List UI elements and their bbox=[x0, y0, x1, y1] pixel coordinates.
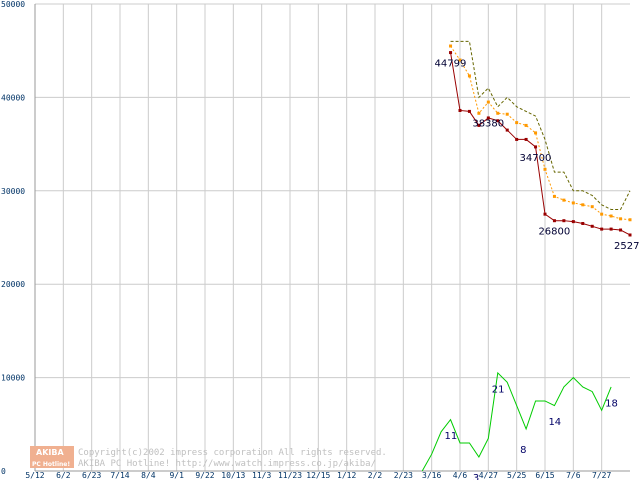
series-point-0 bbox=[609, 227, 613, 231]
series-point-1 bbox=[524, 123, 528, 127]
series-line-3 bbox=[421, 371, 612, 472]
series-point-1 bbox=[609, 214, 613, 218]
x-tick-label: 6/2 bbox=[56, 471, 71, 480]
series-point-0 bbox=[515, 137, 519, 141]
series-point-1 bbox=[590, 205, 594, 209]
x-tick-label: 10/13 bbox=[221, 471, 245, 480]
x-tick-label: 4/27 bbox=[479, 471, 498, 480]
series-point-1 bbox=[467, 74, 471, 78]
logo-top-text: AKIBA bbox=[36, 448, 64, 457]
series-point-0 bbox=[619, 228, 623, 232]
count-label: 14 bbox=[548, 417, 561, 428]
copyright-line-2: AKIBA PC Hotline! http://www.watch.impre… bbox=[78, 459, 376, 469]
series-line-1 bbox=[450, 45, 631, 221]
series-point-0 bbox=[496, 119, 500, 123]
series-point-1 bbox=[619, 217, 623, 221]
series-line-0 bbox=[450, 52, 631, 236]
x-tick-label: 7/6 bbox=[566, 471, 581, 480]
x-tick-label: 12/15 bbox=[306, 471, 330, 480]
series-point-0 bbox=[543, 212, 547, 216]
x-tick-label: 6/15 bbox=[535, 471, 554, 480]
y-tick-labels: 0 10000 20000 30000 40000 50000 bbox=[1, 0, 25, 476]
series-line-2 bbox=[450, 40, 631, 210]
x-tick-label: 6/23 bbox=[82, 471, 101, 480]
series-point-0 bbox=[581, 221, 585, 225]
x-tick-label: 7/14 bbox=[110, 471, 129, 480]
logo-bottom-box bbox=[30, 458, 74, 468]
x-tick-label: 11/23 bbox=[278, 471, 302, 480]
series-point-1 bbox=[449, 44, 453, 48]
price-label: 25270 bbox=[614, 241, 640, 252]
series-point-0 bbox=[449, 51, 453, 55]
x-tick-label: 11/3 bbox=[252, 471, 271, 480]
series-point-0 bbox=[571, 220, 575, 224]
series-point-1 bbox=[543, 167, 547, 171]
series-point-1 bbox=[552, 194, 556, 198]
copyright-watermark: AKIBA PC Hotline! Copyright(c)2002 impre… bbox=[30, 446, 387, 469]
x-tick-label: 9/1 bbox=[169, 471, 184, 480]
price-label: 26800 bbox=[538, 227, 570, 238]
series-point-1 bbox=[534, 131, 538, 135]
logo-top-box bbox=[30, 446, 74, 458]
count-label: 11 bbox=[445, 431, 458, 442]
series-point-1 bbox=[600, 212, 604, 216]
series-point-1 bbox=[496, 111, 500, 115]
x-tick-label: 2/2 bbox=[368, 471, 383, 480]
series-point-1 bbox=[486, 100, 490, 104]
series-point-0 bbox=[458, 108, 462, 112]
price-label: 34700 bbox=[520, 153, 552, 164]
grid-lines bbox=[34, 3, 630, 472]
series-point-0 bbox=[524, 137, 528, 141]
series-point-1 bbox=[581, 203, 585, 207]
series-point-1 bbox=[505, 112, 509, 116]
count-label: 18 bbox=[605, 398, 618, 409]
count-label: 21 bbox=[492, 384, 505, 395]
series-point-1 bbox=[477, 111, 481, 115]
x-tick-label: 2/23 bbox=[394, 471, 413, 480]
series-lines bbox=[421, 40, 632, 472]
series-point-1 bbox=[628, 218, 632, 222]
series-point-0 bbox=[562, 219, 566, 223]
series-point-0 bbox=[552, 219, 556, 223]
price-label: 44799 bbox=[435, 59, 467, 70]
y-tick-label: 20000 bbox=[1, 280, 25, 289]
x-tick-labels: 5/12 6/2 6/23 7/14 8/4 9/1 9/22 10/13 11/3 11/23 1… bbox=[25, 471, 611, 480]
x-tick-label: 5/12 bbox=[25, 471, 44, 480]
series-point-0 bbox=[505, 128, 509, 132]
series-point-0 bbox=[486, 116, 490, 120]
y-tick-label: 0 bbox=[1, 467, 6, 476]
series-point-0 bbox=[628, 233, 632, 237]
logo-bottom-text: PC Hotline! bbox=[32, 461, 70, 468]
x-tick-label: 5/25 bbox=[507, 471, 526, 480]
copyright-line-1: Copyright(c)2002 impress corporation All… bbox=[78, 448, 387, 458]
x-tick-label: 7/27 bbox=[592, 471, 611, 480]
series-point-0 bbox=[467, 109, 471, 113]
x-tick-label: 9/22 bbox=[195, 471, 214, 480]
x-tick-label: 4/6 bbox=[453, 471, 468, 480]
series-point-0 bbox=[477, 123, 481, 127]
y-tick-label: 30000 bbox=[1, 187, 25, 196]
series-point-1 bbox=[515, 121, 519, 125]
series-point-1 bbox=[562, 198, 566, 202]
series-point-0 bbox=[534, 145, 538, 149]
y-tick-label: 40000 bbox=[1, 93, 25, 102]
series-point-0 bbox=[590, 224, 594, 228]
x-tick-label: 1/12 bbox=[337, 471, 356, 480]
count-label: 8 bbox=[520, 445, 526, 456]
x-tick-label: 8/4 bbox=[141, 471, 156, 480]
x-tick-label: 3/16 bbox=[422, 471, 441, 480]
series-point-1 bbox=[458, 58, 462, 62]
y-tick-label: 50000 bbox=[1, 0, 25, 9]
y-tick-label: 10000 bbox=[1, 374, 25, 383]
series-point-1 bbox=[571, 201, 575, 205]
series-point-0 bbox=[600, 227, 604, 231]
count-label: 3 bbox=[473, 473, 479, 480]
data-labels: 44799 38380 34700 26800 25270 11 3 21 8 14 18 bbox=[435, 59, 640, 480]
price-label: 38380 bbox=[472, 119, 504, 130]
